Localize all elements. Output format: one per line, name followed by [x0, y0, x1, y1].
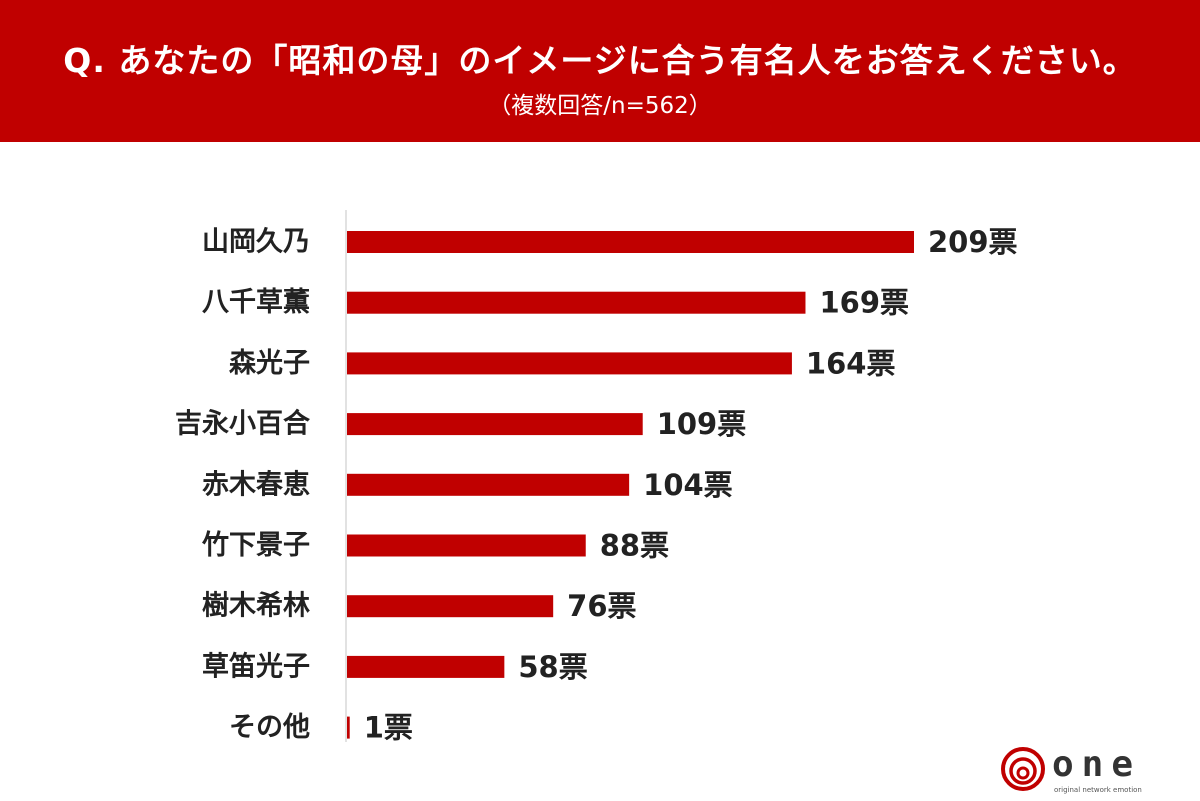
category-label: 八千草薫 — [202, 287, 310, 318]
bar — [347, 655, 505, 678]
value-label: 164票 — [806, 346, 896, 380]
chart-header: Q. あなたの「昭和の母」のイメージに合う有名人をお答えください。 （複数回答/… — [0, 0, 1200, 142]
category-label: 赤木春恵 — [202, 469, 310, 500]
category-label: 山岡久乃 — [202, 227, 310, 258]
bar — [347, 534, 586, 557]
bar — [347, 291, 806, 314]
logo-tagline: original network emotion — [1054, 786, 1142, 794]
category-label: 竹下景子 — [201, 529, 310, 561]
value-label: 76票 — [567, 589, 636, 623]
chart-title: Q. あなたの「昭和の母」のイメージに合う有名人をお答えください。 — [63, 41, 1137, 80]
value-label: 104票 — [643, 468, 733, 502]
category-label: その他 — [229, 712, 310, 742]
bar — [347, 595, 554, 618]
chart-subtitle: （複数回答/n=562） — [488, 93, 712, 119]
value-label: 1票 — [364, 711, 413, 742]
swirl-logo-icon — [1001, 747, 1045, 791]
value-label: 88票 — [600, 529, 669, 563]
value-label: 109票 — [657, 407, 747, 441]
bar — [347, 231, 914, 253]
category-label: 森光子 — [229, 348, 310, 379]
value-label: 209票 — [928, 225, 1018, 259]
category-label: 草笛光子 — [202, 650, 310, 682]
bar — [347, 473, 630, 496]
category-label: 樹木希林 — [202, 591, 310, 622]
value-label: 58票 — [518, 650, 587, 684]
value-label: 169票 — [819, 286, 909, 320]
logo-text: one — [1052, 744, 1142, 785]
bar — [347, 413, 643, 436]
category-label: 吉永小百合 — [175, 408, 310, 440]
bar — [347, 352, 792, 375]
brand-logo: one original network emotion — [1000, 742, 1160, 796]
bar — [347, 716, 350, 739]
